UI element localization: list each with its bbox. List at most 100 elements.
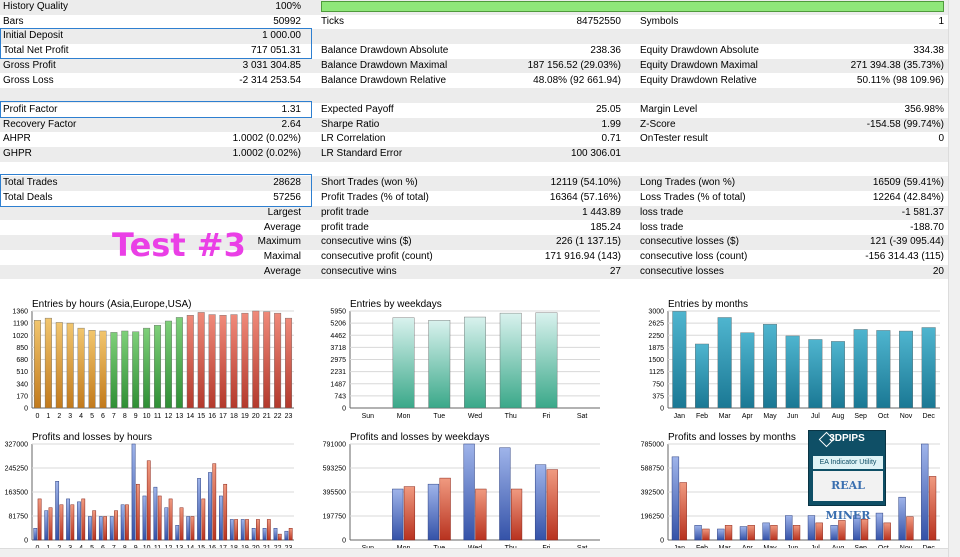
horizontal-scrollbar[interactable] [0,548,948,557]
entries-bar [921,327,936,409]
highlight-box-trades [0,174,312,207]
profit-bar [392,488,404,541]
stat-row: Largest profit trade 1 443.89 loss trade -1 … [0,205,948,221]
entries-bar [808,339,823,409]
entries-bar [695,343,710,409]
profit-bar [262,528,267,541]
value-col3: 334.38 [913,45,944,57]
loss-bar [815,522,823,541]
entries-bar [33,320,41,409]
chart-title: Entries by weekdays [350,299,442,310]
profit-bar [120,504,125,541]
entries-bar [392,317,415,409]
x-tick-label: Apr [742,413,754,420]
value-col1: 1.0002 (0.02%) [232,133,301,145]
x-tick-label: 13 [175,413,183,420]
x-tick-label: 12 [165,413,173,420]
stat-row: Total Net Profit 717 051.31 Balance Drawdo… [0,44,948,59]
label-col2: Balance Drawdown Absolute [321,45,449,57]
value-col2: 16364 (57.16%) [549,192,621,204]
x-tick-label: 6 [101,413,105,420]
y-tick-label: 1500 [648,357,664,364]
y-tick-label: 5950 [330,309,346,316]
entries-bar [241,312,249,409]
y-tick-label: 791000 [323,442,346,449]
x-tick-label: Sep [854,413,867,420]
entries-bar [219,315,227,409]
chart-title: Profits and losses by months [668,432,796,443]
loss-bar [724,525,733,541]
label-col3: Z-Score [640,118,676,130]
y-tick-label: 593250 [323,466,346,473]
label-col1: Gross Loss [3,74,54,86]
y-tick-label: 196250 [641,514,664,521]
label-col3: consecutive loss (count) [640,250,748,262]
value-col1: 717 051.31 [250,45,301,57]
y-tick-label: 2625 [648,321,664,328]
profit-bar [109,516,114,541]
value-col2: 100 306.01 [570,148,621,159]
x-tick-label: 15 [197,413,205,420]
label-col2: Profit Trades (% of total) [321,192,429,204]
profit-bar [785,515,793,541]
profit-bar [694,525,702,541]
label-col2: LR Standard Error [321,148,403,159]
value-col2: 12119 (54.10%) [550,177,621,189]
stat-row: Gross Profit 3 031 304.85 Balance Drawdown… [0,58,948,74]
stat-row: Average consecutive wins 27 consecutive los… [0,264,948,280]
entries-bar [252,310,260,409]
x-tick-label: 3 [68,413,72,420]
loss-bar [59,504,64,541]
entries-bar [44,317,52,409]
profit-bar [186,516,191,541]
y-tick-label: 1360 [12,309,28,316]
loss-bar [146,460,151,541]
y-tick-label: 395500 [323,490,346,497]
profit-bar [671,456,680,541]
loss-bar [81,498,86,541]
x-tick-label: 16 [208,413,216,420]
chart-1: Entries by weekdays 0 743 1487 2231 2975 3718 4… [330,299,600,420]
value-col2: 1.99 [601,118,621,130]
entries-bar [186,315,194,409]
value-col3: -1 581.37 [901,206,944,218]
y-tick-label: 197750 [323,514,346,521]
loss-bar [103,516,107,541]
loss-bar [747,525,755,541]
x-tick-label: 20 [252,413,260,420]
y-tick-label: 510 [16,369,28,376]
loss-bar [234,519,238,541]
value-col2: 27 [609,265,621,277]
x-tick-label: Jul [811,413,820,420]
loss-bar [277,533,282,541]
profit-bar [762,522,770,541]
value-col3: 16509 (59.41%) [872,177,944,189]
value-col2: 185.24 [590,221,621,233]
y-tick-label: 1487 [330,381,346,388]
value-col1: 1.31 [281,103,301,115]
loss-bar [70,504,75,541]
x-tick-label: Sun [362,413,375,420]
chart-0: Entries by hours (Asia,Europe,USA)017034… [12,299,294,420]
value-col1: 50992 [273,15,301,27]
stat-row: Profit Factor 1.31 Expected Payoff 25.05 Mar… [0,103,948,118]
value-col1: Maximal [263,250,301,262]
profit-bar [853,515,861,541]
y-tick-label: 0 [660,406,664,413]
entries-bar [132,331,140,409]
entries-bar [876,330,891,409]
value-col3: -188.70 [910,221,944,233]
label-col3: loss trade [640,206,684,218]
profit-bar [273,528,278,541]
entries-bar [143,327,151,409]
value-col2: 25.05 [595,103,621,115]
profit-bar [66,498,70,541]
profit-bar [219,495,223,541]
vertical-scrollbar[interactable] [948,0,960,557]
loss-bar [288,528,293,541]
stat-row: Initial Deposit 1 000.00 [0,29,948,45]
value-col3: 0 [938,133,944,145]
profit-bar [44,510,49,541]
profit-bar [240,519,245,541]
value-col2: 84752550 [576,15,622,27]
